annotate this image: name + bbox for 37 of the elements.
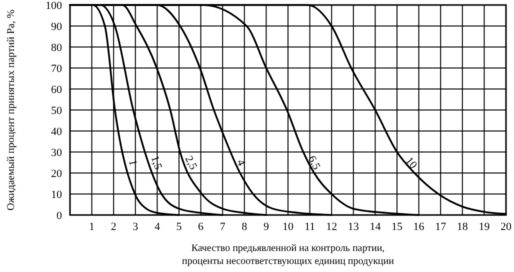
x-tick-label: 13: [348, 221, 360, 233]
y-tick-label: 0: [56, 210, 62, 222]
x-tick-label: 6: [198, 221, 204, 233]
x-tick-label: 19: [478, 221, 490, 233]
y-tick-label: 100: [46, 0, 62, 12]
x-tick-label: 20: [500, 221, 512, 233]
text: 6,5: [305, 154, 323, 172]
text: 10: [402, 154, 420, 172]
x-tick-label: 17: [435, 221, 447, 233]
x-axis-title: Качество предьявленной на контроль партии, проценты несоответствующих единиц продукции: [182, 243, 395, 267]
y-tick-label: 60: [51, 84, 62, 96]
y-tick-label: 30: [51, 146, 62, 159]
x-tick-label: 15: [392, 221, 403, 233]
x-tick-label: 18: [456, 221, 468, 233]
x-tick-label: 12: [326, 221, 338, 233]
x-tick-label: 4: [154, 221, 160, 233]
x-tick-label: 11: [304, 221, 316, 233]
x-tick-label: 16: [413, 221, 425, 233]
text: 2,5: [182, 154, 200, 172]
y-tick-label: 40: [51, 126, 62, 138]
y-tick-label: 20: [51, 168, 62, 180]
y-tick-label: 70: [51, 62, 62, 75]
y-tick-label: 80: [51, 42, 62, 54]
y-tick-label: 10: [51, 188, 62, 201]
y-axis-title: Ожидаемый процент принятых партий Pa, %: [6, 9, 17, 211]
y-tick-label: 90: [51, 20, 62, 33]
x-tick-label: 1: [89, 221, 95, 233]
x-tick-label: 5: [176, 221, 182, 233]
x-tick-label: 10: [282, 221, 294, 233]
x-tick-label: 14: [370, 221, 382, 233]
x-tick-label: 8: [242, 221, 248, 233]
text: 4: [234, 158, 248, 168]
x-tick-label: 3: [132, 221, 139, 233]
x-tick-label: 7: [220, 221, 226, 233]
x-tick-label: 2: [110, 221, 116, 233]
y-tick-label: 50: [51, 104, 62, 117]
x-tick-label: 9: [263, 221, 270, 233]
